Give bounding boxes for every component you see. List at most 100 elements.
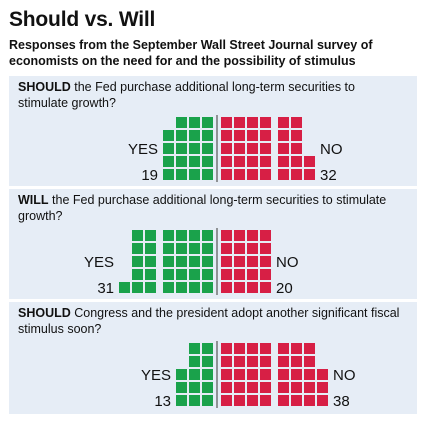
yes-square	[189, 230, 200, 241]
no-square	[291, 382, 302, 393]
no-square	[247, 395, 258, 406]
no-count: 38	[333, 393, 350, 410]
yes-square	[176, 243, 187, 254]
yes-square	[132, 256, 143, 267]
no-square	[304, 356, 315, 367]
yes-square	[189, 256, 200, 267]
no-square	[291, 156, 302, 167]
no-square	[260, 156, 271, 167]
no-square	[221, 382, 232, 393]
yes-square	[176, 169, 187, 180]
yes-square	[145, 282, 156, 293]
no-square	[304, 382, 315, 393]
waffle-chart: YES 31 NO 20	[84, 228, 299, 297]
no-square	[260, 256, 271, 267]
no-square	[221, 130, 232, 141]
no-square	[234, 382, 245, 393]
question-text: WILL the Fed purchase additional long-te…	[18, 192, 408, 224]
yes-square	[163, 230, 174, 241]
question-rest: the Fed purchase additional long-term se…	[18, 80, 355, 110]
yes-square	[163, 282, 174, 293]
no-label: NO	[320, 141, 343, 158]
no-square	[234, 243, 245, 254]
yes-square	[163, 130, 174, 141]
yes-square	[202, 343, 213, 354]
yes-square	[189, 117, 200, 128]
no-label: NO	[333, 367, 356, 384]
question-keyword: WILL	[18, 193, 49, 207]
yes-square	[189, 382, 200, 393]
no-square	[247, 369, 258, 380]
no-square	[317, 382, 328, 393]
no-square	[247, 382, 258, 393]
no-square	[278, 343, 289, 354]
yes-square	[176, 143, 187, 154]
yes-square	[145, 269, 156, 280]
no-square	[221, 243, 232, 254]
no-square	[291, 369, 302, 380]
no-square	[278, 356, 289, 367]
yes-square	[189, 395, 200, 406]
yes-square	[145, 256, 156, 267]
no-square	[221, 369, 232, 380]
no-square	[260, 282, 271, 293]
no-square	[221, 230, 232, 241]
no-square	[247, 243, 258, 254]
no-square	[234, 156, 245, 167]
yes-square	[189, 269, 200, 280]
question-keyword: SHOULD	[18, 80, 71, 94]
no-square	[234, 343, 245, 354]
yes-square	[202, 269, 213, 280]
yes-square	[189, 369, 200, 380]
no-square	[221, 269, 232, 280]
question-text: SHOULD Congress and the president adopt …	[18, 305, 408, 337]
no-square	[234, 117, 245, 128]
no-square	[247, 117, 258, 128]
yes-square	[202, 243, 213, 254]
yes-square	[202, 369, 213, 380]
no-square	[247, 282, 258, 293]
yes-square	[189, 243, 200, 254]
yes-square	[176, 382, 187, 393]
no-square	[221, 282, 232, 293]
no-square	[304, 395, 315, 406]
yes-square	[189, 282, 200, 293]
chart-title: Should vs. Will	[9, 8, 156, 31]
yes-square	[189, 169, 200, 180]
no-square	[291, 130, 302, 141]
no-square	[260, 369, 271, 380]
yes-square	[202, 169, 213, 180]
no-square	[317, 395, 328, 406]
no-square	[260, 382, 271, 393]
no-square	[221, 256, 232, 267]
no-square	[260, 230, 271, 241]
no-square	[291, 343, 302, 354]
no-square	[260, 143, 271, 154]
yes-square	[202, 130, 213, 141]
yes-square	[163, 143, 174, 154]
no-count: 32	[320, 167, 337, 184]
no-square	[260, 269, 271, 280]
yes-count: 19	[141, 167, 158, 184]
yes-square	[132, 269, 143, 280]
waffle-chart: YES 19 NO 32	[128, 115, 343, 184]
no-count: 20	[276, 280, 293, 297]
yes-square	[189, 143, 200, 154]
question-rest: Congress and the president adopt another…	[18, 306, 400, 336]
no-square	[234, 143, 245, 154]
yes-square	[189, 356, 200, 367]
no-square	[260, 343, 271, 354]
yes-square	[189, 156, 200, 167]
no-square	[234, 369, 245, 380]
yes-square	[176, 156, 187, 167]
yes-square	[202, 230, 213, 241]
yes-square	[202, 143, 213, 154]
yes-count: 31	[97, 280, 114, 297]
no-square	[278, 169, 289, 180]
no-square	[234, 282, 245, 293]
waffle-chart: YES 13 NO 38	[141, 341, 356, 410]
yes-square	[176, 269, 187, 280]
no-square	[221, 169, 232, 180]
no-square	[247, 269, 258, 280]
yes-square	[202, 156, 213, 167]
